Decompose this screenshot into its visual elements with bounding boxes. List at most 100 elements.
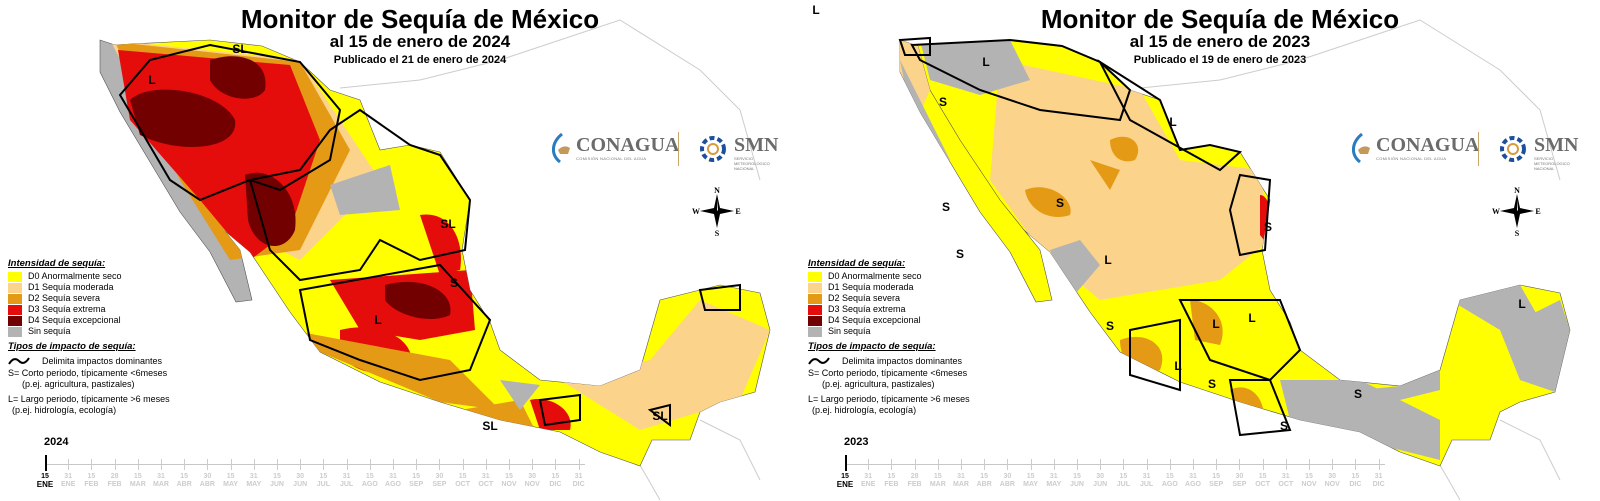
- timeline-label[interactable]: 15 JUN: [265, 473, 289, 489]
- timeline-label[interactable]: 15 AGO: [1158, 473, 1182, 489]
- timeline-tick[interactable]: [277, 459, 278, 470]
- timeline-label[interactable]: 15 FEB: [879, 473, 903, 489]
- timeline-tick[interactable]: [45, 455, 47, 471]
- timeline-tick[interactable]: [253, 459, 255, 470]
- timeline-tick[interactable]: [1216, 459, 1218, 470]
- timeline-tick[interactable]: [1355, 459, 1357, 470]
- timeline-tick[interactable]: [891, 459, 893, 470]
- timeline-label[interactable]: 15 ABR: [172, 473, 196, 489]
- timeline-label[interactable]: 31 MAY: [242, 473, 266, 489]
- timeline[interactable]: 15 ENE 31 ENE 15 FEB 28 FEB 15 MAR 31 MAR 15 ABR 30 ABR…: [800, 455, 1600, 501]
- timeline-label[interactable]: 31 JUL: [1135, 473, 1159, 489]
- timeline-label[interactable]: 31 JUL: [335, 473, 359, 489]
- timeline-tick[interactable]: [578, 459, 580, 470]
- timeline-label[interactable]: 30 ABR: [195, 473, 219, 489]
- timeline-tick[interactable]: [485, 459, 487, 470]
- timeline-tick[interactable]: [1285, 459, 1287, 470]
- timeline-label[interactable]: 31 AGO: [381, 473, 405, 489]
- timeline-tick[interactable]: [369, 459, 371, 470]
- timeline-tick[interactable]: [914, 459, 916, 470]
- timeline-tick[interactable]: [416, 459, 418, 470]
- timeline-label[interactable]: 31 OCT: [474, 473, 498, 489]
- timeline-label[interactable]: 15 SEP: [404, 473, 428, 489]
- timeline-tick[interactable]: [1007, 459, 1009, 470]
- timeline[interactable]: 15 ENE 31 ENE 15 FEB 28 FEB 15 MAR 31 MAR 15 ABR 30 ABR…: [0, 455, 800, 501]
- timeline-tick[interactable]: [1262, 459, 1264, 470]
- timeline-tick[interactable]: [984, 459, 986, 470]
- timeline-label[interactable]: 30 SEP: [427, 473, 451, 489]
- timeline-label[interactable]: 30 JUN: [1088, 473, 1112, 489]
- timeline-label[interactable]: 31 MAY: [1042, 473, 1066, 489]
- timeline-tick[interactable]: [937, 459, 939, 470]
- timeline-label[interactable]: 15 DIC: [543, 473, 567, 489]
- timeline-label[interactable]: 15 MAY: [1019, 473, 1043, 489]
- timeline-tick[interactable]: [230, 459, 232, 470]
- timeline-label[interactable]: 31 ENE: [856, 473, 880, 489]
- timeline-tick[interactable]: [1309, 459, 1310, 470]
- timeline-label[interactable]: 30 NOV: [520, 473, 544, 489]
- timeline-tick[interactable]: [393, 459, 394, 470]
- timeline-tick[interactable]: [1053, 459, 1055, 470]
- timeline-tick[interactable]: [300, 459, 302, 470]
- timeline-label[interactable]: 15 OCT: [1251, 473, 1275, 489]
- timeline-label[interactable]: 15 JUN: [1065, 473, 1089, 489]
- timeline-label[interactable]: 30 JUN: [288, 473, 312, 489]
- timeline-tick[interactable]: [509, 459, 510, 470]
- timeline-tick[interactable]: [1030, 459, 1032, 470]
- timeline-label[interactable]: 31 MAR: [949, 473, 973, 489]
- timeline-label[interactable]: 15 FEB: [79, 473, 103, 489]
- timeline-label[interactable]: 28 FEB: [903, 473, 927, 489]
- compass-rose: N S E W: [1492, 186, 1542, 238]
- timeline-label[interactable]: 30 NOV: [1320, 473, 1344, 489]
- timeline-label[interactable]: 30 SEP: [1227, 473, 1251, 489]
- timeline-tick[interactable]: [114, 459, 116, 470]
- timeline-tick[interactable]: [346, 459, 348, 470]
- timeline-label[interactable]: 15 JUL: [1111, 473, 1135, 489]
- timeline-label[interactable]: 31 MAR: [149, 473, 173, 489]
- timeline-tick[interactable]: [1169, 459, 1171, 470]
- timeline-tick[interactable]: [1239, 459, 1241, 470]
- timeline-tick[interactable]: [532, 459, 534, 470]
- timeline-tick[interactable]: [323, 459, 325, 470]
- timeline-label[interactable]: 31 DIC: [1367, 473, 1391, 489]
- timeline-tick[interactable]: [1193, 459, 1194, 470]
- timeline-tick[interactable]: [845, 455, 847, 471]
- timeline-label[interactable]: 31 ENE: [56, 473, 80, 489]
- timeline-label[interactable]: 31 OCT: [1274, 473, 1298, 489]
- timeline-label[interactable]: 15 MAR: [126, 473, 150, 489]
- timeline-tick[interactable]: [555, 459, 557, 470]
- timeline-label[interactable]: 15 NOV: [497, 473, 521, 489]
- timeline-label[interactable]: 15 ABR: [972, 473, 996, 489]
- timeline-tick[interactable]: [91, 459, 93, 470]
- timeline-label[interactable]: 15 MAY: [219, 473, 243, 489]
- timeline-tick[interactable]: [961, 459, 962, 470]
- timeline-tick[interactable]: [161, 459, 162, 470]
- timeline-tick[interactable]: [68, 459, 70, 470]
- timeline-tick[interactable]: [439, 459, 441, 470]
- timeline-tick[interactable]: [1077, 459, 1078, 470]
- timeline-label[interactable]: 15 JUL: [311, 473, 335, 489]
- timeline-label[interactable]: 15 AGO: [358, 473, 382, 489]
- timeline-tick[interactable]: [1146, 459, 1148, 470]
- timeline-label[interactable]: 15 OCT: [451, 473, 475, 489]
- timeline-label[interactable]: 28 FEB: [103, 473, 127, 489]
- timeline-label[interactable]: 31 AGO: [1181, 473, 1205, 489]
- timeline-tick[interactable]: [1332, 459, 1334, 470]
- timeline-label[interactable]: 15 DIC: [1343, 473, 1367, 489]
- timeline-label[interactable]: 31 DIC: [567, 473, 591, 489]
- timeline-tick[interactable]: [207, 459, 209, 470]
- smn-subtitle: SERVICIO METEOROLÓGICO NACIONAL: [734, 156, 770, 171]
- timeline-tick[interactable]: [184, 459, 186, 470]
- timeline-tick[interactable]: [1123, 459, 1125, 470]
- timeline-label[interactable]: 15 ENE: [833, 473, 857, 489]
- timeline-tick[interactable]: [137, 459, 139, 470]
- timeline-label[interactable]: 15 ENE: [33, 473, 57, 489]
- timeline-tick[interactable]: [1100, 459, 1102, 470]
- timeline-label[interactable]: 15 SEP: [1204, 473, 1228, 489]
- timeline-label[interactable]: 15 MAR: [926, 473, 950, 489]
- timeline-label[interactable]: 30 ABR: [995, 473, 1019, 489]
- timeline-tick[interactable]: [1378, 459, 1380, 470]
- timeline-tick[interactable]: [462, 459, 464, 470]
- timeline-tick[interactable]: [868, 459, 870, 470]
- timeline-label[interactable]: 15 NOV: [1297, 473, 1321, 489]
